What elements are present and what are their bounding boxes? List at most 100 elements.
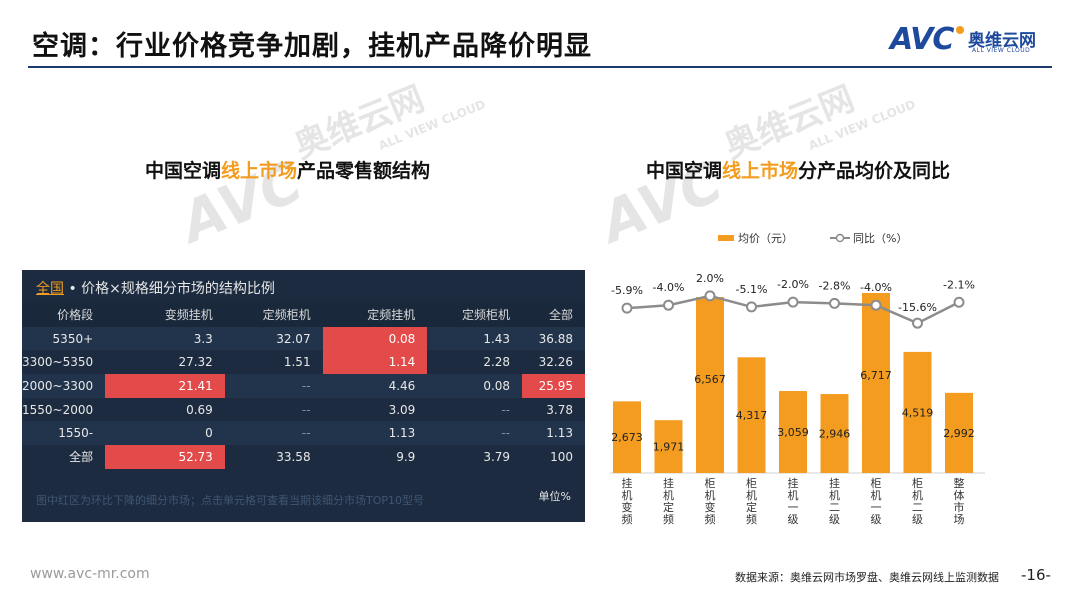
category-label: 挂机定频 xyxy=(663,476,674,526)
price-chart: 均价（元） 同比（%） 2,673 挂机变频 1,971 挂机定频 6,567 柜机变频 4,3… xyxy=(610,232,985,526)
table-cell[interactable]: 0.69 xyxy=(105,397,225,422)
table-cell[interactable]: 0.08 xyxy=(322,326,428,351)
legend-bar-swatch xyxy=(718,235,734,241)
row-label: 2000~3300 xyxy=(22,374,106,398)
footer-url[interactable]: www.avc-mr.com xyxy=(30,566,150,582)
bar xyxy=(945,392,973,473)
table-cell[interactable]: -- xyxy=(224,421,323,446)
yoy-point xyxy=(704,290,716,302)
footer-source: 数据来源：奥维云网市场罗盘、奥维云网线上监测数据 xyxy=(735,571,999,584)
logo-brand: AVC xyxy=(890,22,954,57)
right-title-suffix: 分产品均价及同比 xyxy=(798,160,951,182)
bar xyxy=(696,297,724,473)
yoy-value-label: -4.0% xyxy=(653,281,685,294)
yoy-value-label: -15.6% xyxy=(898,301,937,314)
table-cell[interactable]: -- xyxy=(224,374,323,398)
yoy-point xyxy=(621,302,633,314)
bar-value-label: 3,059 xyxy=(777,426,809,439)
table-cell[interactable]: 3.79 xyxy=(427,445,523,469)
category-label: 整体市场 xyxy=(954,476,965,526)
yoy-point xyxy=(870,299,882,311)
yoy-point xyxy=(746,301,757,313)
watermark-cn-right: 奥维云网 xyxy=(718,78,860,167)
category-label: 柜机一级 xyxy=(871,477,882,526)
yoy-value-label: -2.0% xyxy=(777,278,809,291)
category-label: 柜机变频 xyxy=(705,477,716,526)
category-label: 柜机定频 xyxy=(746,477,757,526)
legend-line-label: 同比（%） xyxy=(853,232,907,245)
table-cell[interactable]: 33.58 xyxy=(224,445,323,469)
category-label: 挂机一级 xyxy=(788,476,799,526)
table-cell[interactable]: -- xyxy=(427,421,523,446)
table-cell[interactable]: 36.88 xyxy=(522,326,585,351)
logo-cn: 奥维云网 xyxy=(968,31,1036,51)
bar-value-label: 2,992 xyxy=(943,427,975,440)
yoy-value-label: 2.0% xyxy=(696,272,724,285)
page-title: 空调：行业价格竞争加剧，挂机产品降价明显 xyxy=(32,31,592,62)
table-cell[interactable]: 1.14 xyxy=(322,350,428,375)
table-cell[interactable]: 4.46 xyxy=(322,374,428,398)
yoy-point xyxy=(953,296,965,308)
yoy-point xyxy=(787,296,799,308)
table-cell[interactable]: 32.26 xyxy=(522,350,585,375)
table-cell[interactable]: 100 xyxy=(522,445,585,469)
yoy-point xyxy=(912,317,923,329)
bar xyxy=(654,420,683,473)
yoy-value-label: -5.9% xyxy=(611,284,643,297)
left-section-title: 中国空调线上市场产品零售额结构 xyxy=(145,156,430,183)
table-cell[interactable]: 3.78 xyxy=(522,397,585,422)
bar xyxy=(820,394,849,473)
table-cell[interactable]: 0.08 xyxy=(427,374,523,398)
table-cell[interactable]: -- xyxy=(427,397,523,422)
bar xyxy=(779,391,807,473)
left-title-highlight: 线上市场 xyxy=(221,160,298,182)
table-cell[interactable]: 1.51 xyxy=(224,350,323,375)
table-cell[interactable]: 25.95 xyxy=(522,374,585,398)
row-label: 5350+ xyxy=(22,326,106,351)
category-label: 柜机二级 xyxy=(912,477,923,526)
legend-bar-label: 均价（元） xyxy=(738,232,793,245)
table-cell[interactable]: 1.13 xyxy=(522,421,585,446)
bar-value-label: 1,971 xyxy=(653,441,685,454)
left-title-prefix: 中国空调 xyxy=(145,160,222,182)
bar-value-label: 4,317 xyxy=(736,409,768,422)
table-cell[interactable]: 1.13 xyxy=(322,421,428,446)
bar-value-label: 6,717 xyxy=(860,369,892,382)
bar-value-label: 2,946 xyxy=(819,428,851,441)
logo-dot xyxy=(956,26,964,34)
bar xyxy=(737,357,766,473)
row-label: 全部 xyxy=(22,445,106,469)
table-cell[interactable]: 32.07 xyxy=(224,326,323,351)
column-header: 定频柜机 xyxy=(427,303,523,327)
table-cell[interactable]: -- xyxy=(224,397,323,422)
table-cell[interactable]: 9.9 xyxy=(322,445,428,469)
bar xyxy=(862,293,890,473)
table-cell[interactable]: 21.41 xyxy=(105,374,225,398)
table-row: 1550- 0 -- 1.13 -- 1.13 xyxy=(22,421,585,446)
yoy-point xyxy=(663,299,674,311)
table-cell[interactable]: 2.28 xyxy=(427,350,523,375)
table-row: 2000~3300 21.41 -- 4.46 0.08 25.95 xyxy=(22,374,585,398)
table-cell[interactable]: 0 xyxy=(105,421,225,446)
table-cell[interactable]: 27.32 xyxy=(105,350,225,375)
table-cell[interactable]: 3.09 xyxy=(322,397,428,422)
yoy-value-label: -5.1% xyxy=(736,283,768,296)
right-title-prefix: 中国空调 xyxy=(646,160,723,182)
table-cell[interactable]: 52.73 xyxy=(105,445,225,469)
panel-heading: 全国 • 价格×规格细分市场的结构比例 xyxy=(36,278,275,298)
table-row: 全部 52.73 33.58 9.9 3.79 100 xyxy=(22,445,585,469)
table-row: 1550~2000 0.69 -- 3.09 -- 3.78 xyxy=(22,397,585,422)
panel-heading-text: • 价格×规格细分市场的结构比例 xyxy=(64,281,275,297)
table-cell[interactable]: 1.43 xyxy=(427,326,523,351)
structure-table: 价格段 变频挂机 定频柜机 定频挂机 定频柜机 全部 5350+ 3.3 32.07 0.08 1.… xyxy=(22,303,585,469)
panel-note: 图中红区为环比下降的细分市场；点击单元格可查看当期该细分市场TOP10型号 xyxy=(36,494,425,507)
watermark-en-right: ALL VIEW CLOUD xyxy=(806,97,918,153)
column-header: 全部 xyxy=(522,303,585,327)
scope-link[interactable]: 全国 xyxy=(36,281,64,297)
table-row: 3300~5350 27.32 1.51 1.14 2.28 32.26 xyxy=(22,350,585,375)
bar-value-label: 2,673 xyxy=(611,431,643,444)
avc-logo: AVC 奥维云网 ALL VIEW CLOUD xyxy=(890,22,1060,62)
table-cell[interactable]: 3.3 xyxy=(105,326,225,351)
row-label: 1550~2000 xyxy=(22,397,106,422)
row-label: 1550- xyxy=(22,421,106,446)
